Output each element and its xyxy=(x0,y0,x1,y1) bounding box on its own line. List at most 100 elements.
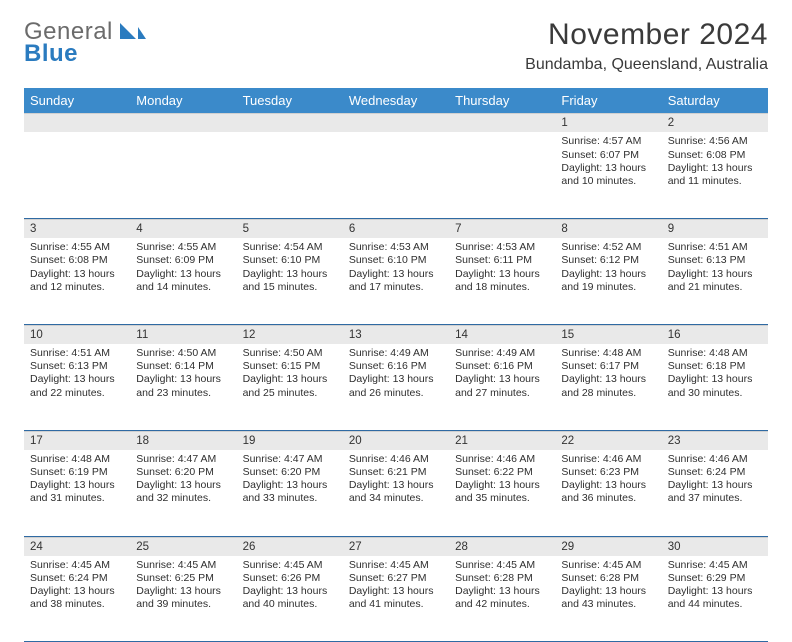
day-number-cell: 13 xyxy=(343,324,449,344)
day-line: Sunset: 6:18 PM xyxy=(668,360,762,373)
day-number-cell: 22 xyxy=(555,430,661,450)
day-line: Daylight: 13 hours and 22 minutes. xyxy=(30,373,124,399)
day-content-cell: Sunrise: 4:47 AMSunset: 6:20 PMDaylight:… xyxy=(237,450,343,536)
day-line: Sunrise: 4:57 AM xyxy=(561,135,655,148)
day-content: Sunrise: 4:45 AMSunset: 6:26 PMDaylight:… xyxy=(237,556,343,616)
day-line: Daylight: 13 hours and 37 minutes. xyxy=(668,479,762,505)
day-line: Daylight: 13 hours and 42 minutes. xyxy=(455,585,549,611)
day-content-cell: Sunrise: 4:55 AMSunset: 6:08 PMDaylight:… xyxy=(24,238,130,324)
day-content-cell: Sunrise: 4:45 AMSunset: 6:27 PMDaylight:… xyxy=(343,556,449,642)
day-number: 17 xyxy=(24,431,130,450)
day-line: Daylight: 13 hours and 41 minutes. xyxy=(349,585,443,611)
day-content-cell: Sunrise: 4:57 AMSunset: 6:07 PMDaylight:… xyxy=(555,132,661,218)
day-line: Sunset: 6:24 PM xyxy=(668,466,762,479)
day-content: Sunrise: 4:52 AMSunset: 6:12 PMDaylight:… xyxy=(555,238,661,298)
day-line: Sunset: 6:19 PM xyxy=(30,466,124,479)
day-content-cell: Sunrise: 4:46 AMSunset: 6:23 PMDaylight:… xyxy=(555,450,661,536)
day-line: Sunset: 6:24 PM xyxy=(30,572,124,585)
day-line: Sunset: 6:26 PM xyxy=(243,572,337,585)
day-number-cell: 14 xyxy=(449,324,555,344)
day-line: Sunrise: 4:45 AM xyxy=(30,559,124,572)
day-number: 19 xyxy=(237,431,343,450)
day-number: 12 xyxy=(237,325,343,344)
day-number-cell xyxy=(237,113,343,132)
day-header: Saturday xyxy=(662,88,768,113)
day-line: Sunrise: 4:51 AM xyxy=(668,241,762,254)
day-number-cell: 4 xyxy=(130,218,236,238)
week-daynum-row: 17181920212223 xyxy=(24,430,768,450)
day-content: Sunrise: 4:53 AMSunset: 6:11 PMDaylight:… xyxy=(449,238,555,298)
day-number: 5 xyxy=(237,219,343,238)
day-content: Sunrise: 4:56 AMSunset: 6:08 PMDaylight:… xyxy=(662,132,768,192)
day-number-cell xyxy=(24,113,130,132)
day-number-cell: 1 xyxy=(555,113,661,132)
week-daynum-row: 12 xyxy=(24,113,768,132)
logo: General Blue xyxy=(24,18,146,68)
day-header: Friday xyxy=(555,88,661,113)
day-content: Sunrise: 4:48 AMSunset: 6:17 PMDaylight:… xyxy=(555,344,661,404)
day-number-cell: 11 xyxy=(130,324,236,344)
day-line: Daylight: 13 hours and 34 minutes. xyxy=(349,479,443,505)
day-number-cell: 25 xyxy=(130,536,236,556)
day-number-cell: 28 xyxy=(449,536,555,556)
day-line: Sunrise: 4:46 AM xyxy=(561,453,655,466)
day-line: Daylight: 13 hours and 23 minutes. xyxy=(136,373,230,399)
day-header: Thursday xyxy=(449,88,555,113)
day-content-cell xyxy=(24,132,130,218)
location-label: Bundamba, Queensland, Australia xyxy=(525,56,768,74)
day-line: Sunset: 6:17 PM xyxy=(561,360,655,373)
day-content-cell: Sunrise: 4:51 AMSunset: 6:13 PMDaylight:… xyxy=(24,344,130,430)
day-number: 29 xyxy=(555,537,661,556)
day-number-cell: 30 xyxy=(662,536,768,556)
day-content: Sunrise: 4:45 AMSunset: 6:28 PMDaylight:… xyxy=(449,556,555,616)
header: General Blue November 2024 Bundamba, Que… xyxy=(24,18,768,74)
day-content xyxy=(343,132,449,139)
day-line: Sunrise: 4:45 AM xyxy=(668,559,762,572)
day-line: Sunrise: 4:51 AM xyxy=(30,347,124,360)
day-content: Sunrise: 4:53 AMSunset: 6:10 PMDaylight:… xyxy=(343,238,449,298)
day-line: Sunset: 6:13 PM xyxy=(668,254,762,267)
day-number: 30 xyxy=(662,537,768,556)
day-content-cell: Sunrise: 4:45 AMSunset: 6:28 PMDaylight:… xyxy=(555,556,661,642)
week-daynum-row: 10111213141516 xyxy=(24,324,768,344)
week-daynum-row: 24252627282930 xyxy=(24,536,768,556)
day-content-cell: Sunrise: 4:48 AMSunset: 6:18 PMDaylight:… xyxy=(662,344,768,430)
day-line: Sunset: 6:11 PM xyxy=(455,254,549,267)
day-number: 13 xyxy=(343,325,449,344)
calendar-table: Sunday Monday Tuesday Wednesday Thursday… xyxy=(24,88,768,642)
day-line: Sunset: 6:27 PM xyxy=(349,572,443,585)
day-content-cell: Sunrise: 4:56 AMSunset: 6:08 PMDaylight:… xyxy=(662,132,768,218)
day-content: Sunrise: 4:55 AMSunset: 6:08 PMDaylight:… xyxy=(24,238,130,298)
day-line: Daylight: 13 hours and 39 minutes. xyxy=(136,585,230,611)
day-number xyxy=(237,113,343,132)
day-number-cell: 3 xyxy=(24,218,130,238)
day-line: Sunrise: 4:48 AM xyxy=(561,347,655,360)
day-line: Sunset: 6:20 PM xyxy=(243,466,337,479)
day-line: Daylight: 13 hours and 40 minutes. xyxy=(243,585,337,611)
day-number: 2 xyxy=(662,113,768,132)
day-line: Daylight: 13 hours and 18 minutes. xyxy=(455,268,549,294)
day-number-cell: 5 xyxy=(237,218,343,238)
day-line: Sunrise: 4:45 AM xyxy=(561,559,655,572)
day-line: Daylight: 13 hours and 31 minutes. xyxy=(30,479,124,505)
day-line: Sunrise: 4:45 AM xyxy=(455,559,549,572)
day-content: Sunrise: 4:55 AMSunset: 6:09 PMDaylight:… xyxy=(130,238,236,298)
day-number: 14 xyxy=(449,325,555,344)
day-line: Sunset: 6:23 PM xyxy=(561,466,655,479)
day-number-cell xyxy=(343,113,449,132)
day-number-cell: 17 xyxy=(24,430,130,450)
day-content-cell: Sunrise: 4:53 AMSunset: 6:11 PMDaylight:… xyxy=(449,238,555,324)
day-content: Sunrise: 4:45 AMSunset: 6:28 PMDaylight:… xyxy=(555,556,661,616)
day-line: Sunset: 6:15 PM xyxy=(243,360,337,373)
day-line: Sunrise: 4:52 AM xyxy=(561,241,655,254)
day-line: Daylight: 13 hours and 26 minutes. xyxy=(349,373,443,399)
day-content xyxy=(237,132,343,139)
day-line: Daylight: 13 hours and 14 minutes. xyxy=(136,268,230,294)
day-number: 27 xyxy=(343,537,449,556)
day-line: Daylight: 13 hours and 32 minutes. xyxy=(136,479,230,505)
day-content-cell xyxy=(130,132,236,218)
day-line: Sunrise: 4:54 AM xyxy=(243,241,337,254)
day-line: Daylight: 13 hours and 33 minutes. xyxy=(243,479,337,505)
week-content-row: Sunrise: 4:48 AMSunset: 6:19 PMDaylight:… xyxy=(24,450,768,536)
day-number: 4 xyxy=(130,219,236,238)
